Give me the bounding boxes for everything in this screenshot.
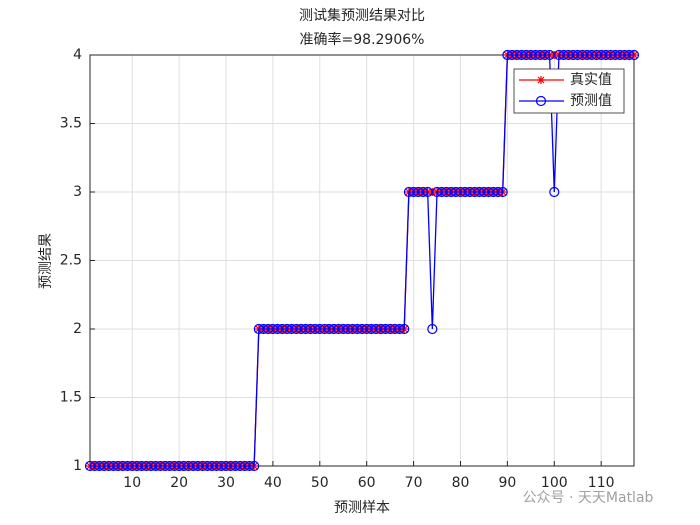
marker-circle	[249, 460, 260, 472]
marker-circle	[417, 186, 429, 198]
chart-subtitle: 准确率=98.2906%	[300, 31, 425, 48]
x-tick-label: 110	[588, 475, 615, 491]
x-tick-label: 70	[405, 475, 423, 491]
x-tick-label: 30	[217, 475, 235, 491]
watermark: 公众号 · 天天Matlab	[523, 490, 654, 506]
legend-label: 真实值	[570, 72, 612, 88]
x-tick-label: 50	[311, 475, 329, 491]
marker-circle	[497, 186, 508, 198]
axes-box	[89, 54, 635, 467]
legend-label: 预测值	[570, 93, 612, 109]
marker-circle	[394, 323, 405, 335]
y-tick-label: 2.5	[60, 253, 82, 269]
marker-circle	[492, 186, 504, 198]
legend-marker	[535, 95, 547, 107]
y-tick-label: 1.5	[60, 390, 82, 406]
x-tick-label: 80	[452, 475, 470, 491]
marker-circle	[244, 460, 255, 472]
marker-circle	[539, 49, 550, 61]
x-tick-label: 10	[123, 475, 141, 491]
legend-marker	[537, 76, 545, 84]
y-tick-label: 4	[73, 47, 82, 63]
x-tick-label: 100	[541, 475, 568, 491]
chart-title: 测试集预测结果对比	[299, 7, 425, 24]
x-tick-label: 60	[358, 475, 376, 491]
marker-circle	[427, 323, 438, 335]
x-axis-label: 预测样本	[334, 500, 390, 516]
legend-box	[513, 68, 625, 114]
x-tick-label: 40	[264, 475, 282, 491]
y-tick-label: 3.5	[60, 116, 82, 132]
marker-circle	[628, 49, 640, 61]
marker-circle	[549, 186, 560, 198]
y-tick-label: 1	[73, 458, 82, 474]
x-tick-label: 20	[170, 475, 188, 491]
x-tick-label: 90	[498, 475, 516, 491]
y-axis-label: 预测结果	[38, 233, 54, 289]
y-tick-label: 3	[73, 184, 82, 200]
marker-circle	[399, 323, 410, 335]
y-tick-label: 2	[73, 321, 82, 337]
marker-circle	[624, 49, 635, 61]
